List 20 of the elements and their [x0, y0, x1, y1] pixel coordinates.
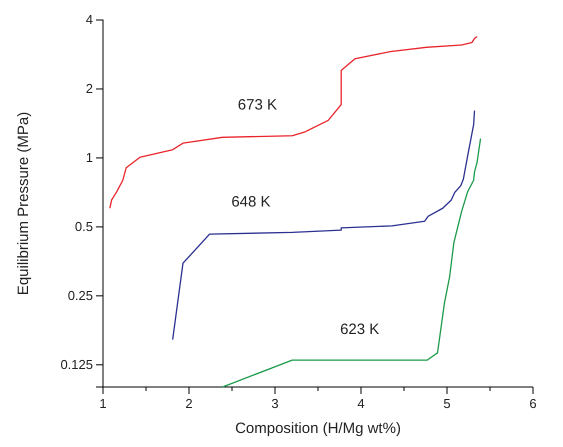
series-label: 673 K: [238, 96, 277, 114]
y-axis-title: Equilibrium Pressure (MPa): [15, 112, 32, 296]
y-tick-label: 1: [86, 150, 93, 166]
x-axis-title: Composition (H/Mg wt%): [235, 420, 401, 437]
line-series: [109, 36, 478, 209]
x-tick-label: 1: [99, 396, 107, 412]
x-tick-label: 6: [529, 396, 537, 412]
series-label: 623 K: [340, 321, 380, 338]
y-tick-label: 0.125: [60, 356, 93, 372]
line-series: [222, 138, 482, 388]
y-tick-label: 4: [86, 12, 93, 28]
x-tick-label: 4: [357, 396, 365, 412]
series-label: 648 K: [231, 193, 271, 210]
x-tick-label: 2: [185, 396, 193, 412]
line-series: [172, 110, 476, 340]
y-tick-label: 0.25: [68, 288, 93, 303]
y-tick-label: 2: [86, 81, 93, 96]
x-tick-label: 3: [271, 396, 279, 412]
x-tick-label: 5: [443, 396, 451, 412]
y-tick-label: 0.5: [74, 219, 93, 234]
